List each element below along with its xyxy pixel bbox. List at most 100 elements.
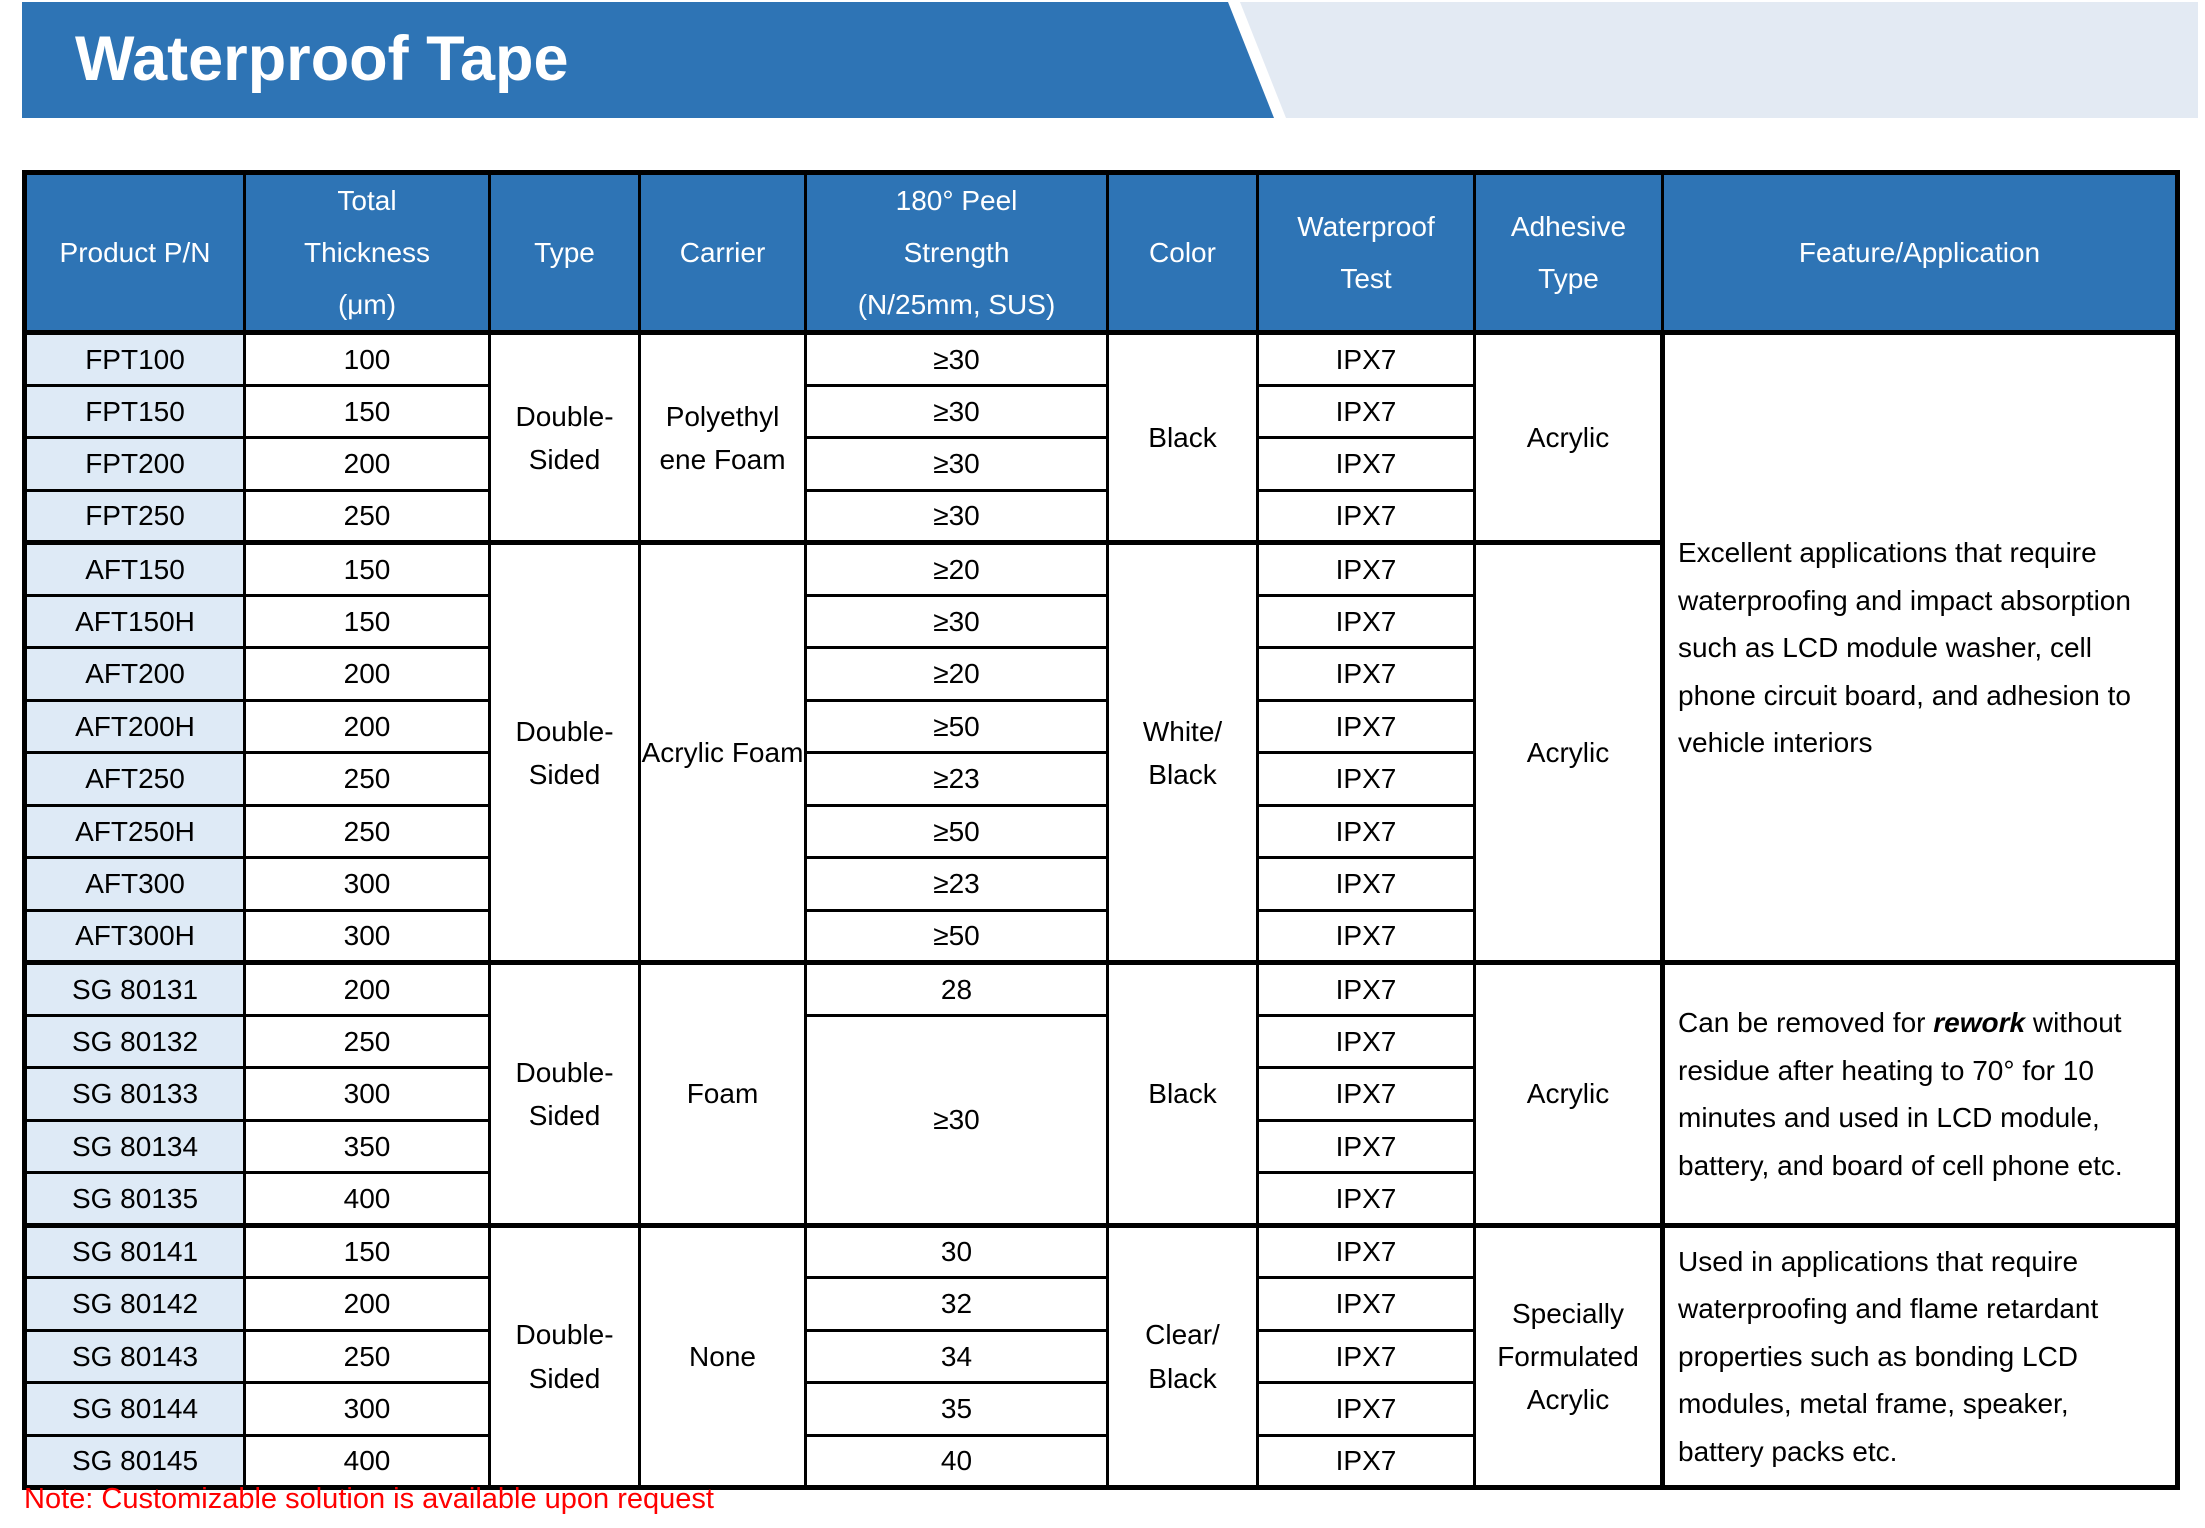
table-row: AFT200 200 ≥20 IPX7 xyxy=(23,646,2178,702)
cell-peel: ≥30 xyxy=(804,593,1109,650)
table-row: SG 80133 300 IPX7 xyxy=(23,1066,2178,1122)
cell-carrier: None xyxy=(638,1222,807,1490)
cell-peel: 30 xyxy=(804,1222,1109,1280)
cell-thickness: 400 xyxy=(243,1171,491,1227)
cell-thickness: 300 xyxy=(243,1066,491,1122)
feature-text: Excellent applications that require wate… xyxy=(1678,536,2131,759)
cell-wp-test: IPX7 xyxy=(1256,698,1476,755)
cell-thickness: 250 xyxy=(243,1013,491,1070)
cell-peel: 35 xyxy=(804,1381,1109,1437)
table-row: SG 80141 150 Double-Sided None 30 Clear/… xyxy=(23,1222,2179,1490)
cell-wp-test: IPX7 xyxy=(1256,803,1476,860)
cell-wp-test: IPX7 xyxy=(1256,751,1476,807)
col-header-carrier: Carrier xyxy=(638,170,807,336)
cell-pn: SG 80142 xyxy=(23,1276,246,1332)
cell-pn: AFT300 xyxy=(23,856,246,912)
cell-pn: SG 80134 xyxy=(23,1118,246,1175)
feature-text: without residue after heating to 70° for… xyxy=(1678,1006,2123,1181)
cell-peel: 40 xyxy=(804,1433,1109,1490)
cell-thickness: 250 xyxy=(243,488,491,545)
cell-pn: SG 80141 xyxy=(23,1222,246,1280)
cell-wp-test: IPX7 xyxy=(1256,1222,1476,1280)
cell-pn: SG 80131 xyxy=(23,960,246,1017)
table-row: FPT200 200 ≥30 IPX7 xyxy=(23,436,2178,492)
feature-text: Used in applications that require waterp… xyxy=(1678,1245,2099,1468)
table-row: SG 80131 200 Double-Sided Foam 28 Black … xyxy=(23,960,2179,1227)
cell-pn: FPT250 xyxy=(23,488,246,545)
cell-thickness: 300 xyxy=(243,1381,491,1437)
cell-wp-test: IPX7 xyxy=(1256,488,1476,545)
cell-peel: ≥23 xyxy=(804,856,1109,912)
cell-peel: ≥20 xyxy=(804,646,1109,702)
cell-type: Double-Sided xyxy=(488,960,641,1227)
banner-blue-shape: Waterproof Tape xyxy=(22,2,1274,118)
cell-wp-test: IPX7 xyxy=(1256,1013,1476,1070)
cell-peel: ≥30 xyxy=(804,436,1109,492)
cell-adhesive: Specially Formulated Acrylic xyxy=(1473,1222,1664,1490)
cell-pn: SG 80133 xyxy=(23,1066,246,1122)
cell-wp-test: IPX7 xyxy=(1256,960,1476,1017)
cell-color: Clear/ Black xyxy=(1106,1222,1259,1490)
table-row: SG 80134 350 IPX7 xyxy=(23,1118,2178,1175)
cell-pn: AFT150 xyxy=(23,540,246,597)
header-row: Product P/N Total Thickness (μm) Type Ca… xyxy=(23,170,2179,336)
cell-carrier: Foam xyxy=(638,960,807,1227)
banner-accent-shape xyxy=(1240,2,2198,118)
cell-adhesive: Acrylic xyxy=(1473,331,1664,545)
table-row: SG 80135 400 IPX7 xyxy=(23,1171,2178,1227)
cell-thickness: 250 xyxy=(243,803,491,860)
table-row: AFT250 250 ≥23 IPX7 xyxy=(23,751,2178,807)
cell-wp-test: IPX7 xyxy=(1256,1381,1476,1437)
cell-pn: AFT250H xyxy=(23,803,246,860)
cell-pn: AFT250 xyxy=(23,751,246,807)
feature-text-emphasis: rework xyxy=(1933,1006,2026,1038)
cell-wp-test: IPX7 xyxy=(1256,856,1476,912)
feature-text: Can be removed for xyxy=(1678,1006,1926,1038)
page-title: Waterproof Tape xyxy=(75,24,569,94)
col-header-color: Color xyxy=(1106,170,1259,336)
table-row: AFT300H 300 ≥50 IPX7 xyxy=(23,908,2178,965)
cell-wp-test: IPX7 xyxy=(1256,1433,1476,1490)
cell-thickness: 150 xyxy=(243,1222,491,1280)
cell-pn: SG 80145 xyxy=(23,1433,246,1490)
cell-pn: AFT150H xyxy=(23,593,246,650)
cell-thickness: 150 xyxy=(243,593,491,650)
cell-thickness: 200 xyxy=(243,436,491,492)
cell-pn: SG 80144 xyxy=(23,1381,246,1437)
cell-color: White/ Black xyxy=(1106,540,1259,965)
cell-peel: 28 xyxy=(804,960,1109,1017)
cell-thickness: 150 xyxy=(243,383,491,440)
cell-thickness: 300 xyxy=(243,856,491,912)
cell-thickness: 200 xyxy=(243,1276,491,1332)
cell-peel: ≥30 xyxy=(804,488,1109,545)
cell-feature: Excellent applications that require wate… xyxy=(1660,331,2179,965)
col-header-waterproof-test: Waterproof Test xyxy=(1256,170,1476,336)
cell-thickness: 300 xyxy=(243,908,491,965)
cell-thickness: 150 xyxy=(243,540,491,597)
cell-thickness: 400 xyxy=(243,1433,491,1490)
cell-carrier: Polyethyl ene Foam xyxy=(638,331,807,545)
cell-thickness: 200 xyxy=(243,646,491,702)
cell-wp-test: IPX7 xyxy=(1256,331,1476,387)
cell-pn: FPT200 xyxy=(23,436,246,492)
cell-feature: Can be removed for rework without residu… xyxy=(1660,960,2179,1227)
cell-feature: Used in applications that require waterp… xyxy=(1660,1222,2179,1490)
cell-pn: FPT150 xyxy=(23,383,246,440)
table-row: SG 80142 200 32 IPX7 xyxy=(23,1276,2178,1332)
table-row: SG 80132 250 ≥30 IPX7 xyxy=(23,1013,2178,1227)
cell-adhesive: Acrylic xyxy=(1473,960,1664,1227)
col-header-total-thickness: Total Thickness (μm) xyxy=(243,170,491,336)
col-header-product-pn: Product P/N xyxy=(23,170,246,336)
table-row: SG 80144 300 35 IPX7 xyxy=(23,1381,2178,1437)
cell-peel: 34 xyxy=(804,1328,1109,1385)
cell-wp-test: IPX7 xyxy=(1256,1171,1476,1227)
col-header-type: Type xyxy=(488,170,641,336)
table-row: AFT300 300 ≥23 IPX7 xyxy=(23,856,2178,912)
cell-pn: SG 80132 xyxy=(23,1013,246,1070)
cell-pn: AFT300H xyxy=(23,908,246,965)
cell-thickness: 200 xyxy=(243,698,491,755)
cell-peel: ≥30 xyxy=(804,383,1109,440)
cell-wp-test: IPX7 xyxy=(1256,436,1476,492)
cell-color: Black xyxy=(1106,331,1259,545)
cell-adhesive: Acrylic xyxy=(1473,540,1664,965)
